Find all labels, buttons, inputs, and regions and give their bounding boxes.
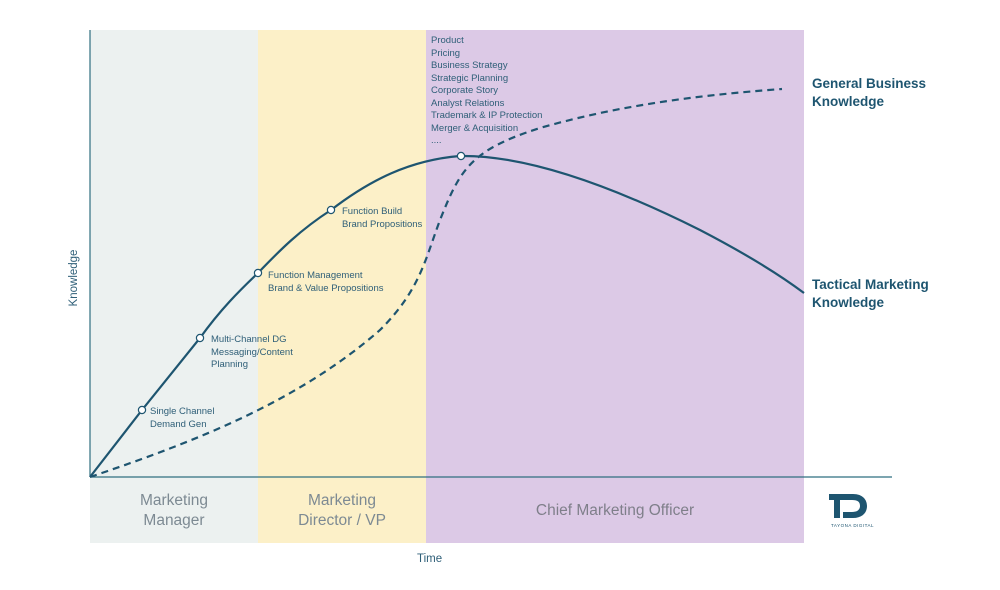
annotation-multi-channel: Multi-Channel DG Messaging/Content Plann… bbox=[211, 334, 293, 370]
y-axis-label: Knowledge bbox=[68, 249, 80, 307]
tactical-marketing-knowledge-curve bbox=[89, 154, 805, 478]
stage-band-marketing-director bbox=[258, 30, 426, 543]
x-axis-label: Time bbox=[417, 553, 443, 565]
series-label-general-business: General Business Knowledge bbox=[812, 76, 927, 109]
stage-band-cmo bbox=[426, 30, 804, 543]
stage-label-marketing-director: Marketing Director / VP bbox=[298, 492, 386, 529]
annotation-single-channel: Single Channel Demand Gen bbox=[150, 406, 215, 430]
annotation-function-management: Function Management Brand & Value Propos… bbox=[268, 270, 384, 294]
milestone-marker bbox=[326, 205, 336, 215]
series-label-tactical-marketing: Tactical Marketing Knowledge bbox=[812, 277, 929, 310]
tayona-logo-icon bbox=[829, 494, 867, 518]
logo-text: TAYONA DIGITAL bbox=[831, 523, 875, 528]
milestone-marker bbox=[137, 405, 147, 415]
stage-band-marketing-manager bbox=[90, 30, 258, 543]
milestone-marker bbox=[253, 268, 263, 278]
annotation-function-build: Function Build Brand Propositions bbox=[342, 206, 423, 230]
general-business-knowledge-curve bbox=[89, 87, 783, 479]
stage-label-marketing-manager: Marketing Manager bbox=[139, 492, 209, 529]
stage-label-cmo: Chief Marketing Officer bbox=[535, 502, 695, 519]
milestone-marker bbox=[195, 333, 205, 343]
annotation-cmo-responsibilities: Product Pricing Business Strategy Strate… bbox=[431, 35, 543, 146]
milestone-marker bbox=[456, 151, 466, 161]
